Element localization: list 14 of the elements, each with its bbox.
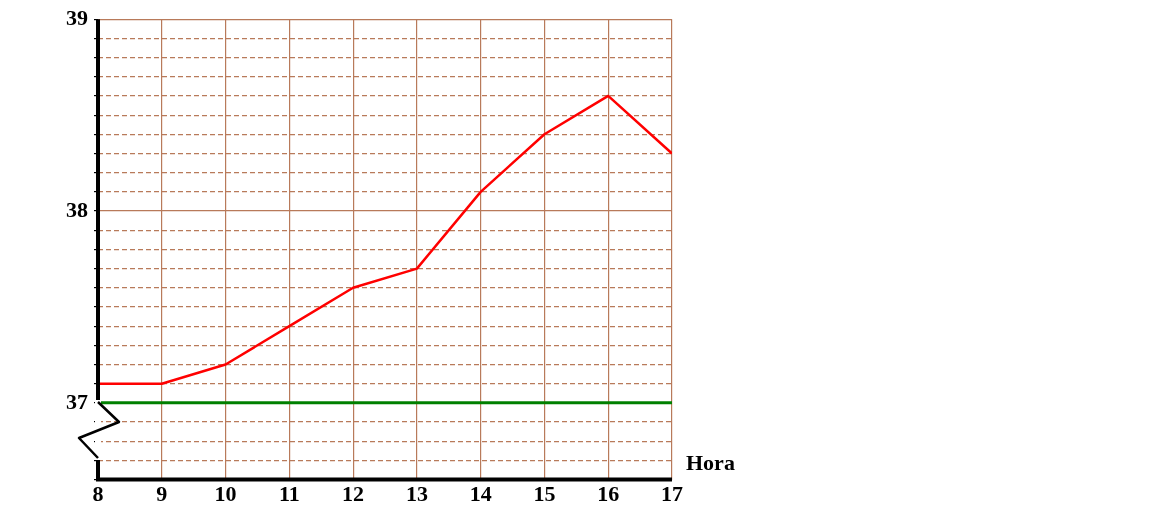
x-tick-label: 9 xyxy=(156,481,168,507)
x-tick-label: 17 xyxy=(661,481,683,507)
x-tick-label: 13 xyxy=(405,481,428,507)
x-tick-label: 15 xyxy=(533,481,556,507)
x-tick-label: 10 xyxy=(214,481,237,507)
x-tick-label: 12 xyxy=(342,481,365,507)
y-tick-label: 38 xyxy=(66,196,88,222)
x-tick-label: 16 xyxy=(597,481,620,507)
y-tick-label: 37 xyxy=(66,388,88,414)
x-tick-label: 14 xyxy=(469,481,492,507)
x-axis-title: Hora xyxy=(686,450,735,476)
x-tick-label: 11 xyxy=(278,481,300,507)
x-tick-label: 8 xyxy=(92,481,104,507)
y-tick-label: 39 xyxy=(66,4,88,30)
